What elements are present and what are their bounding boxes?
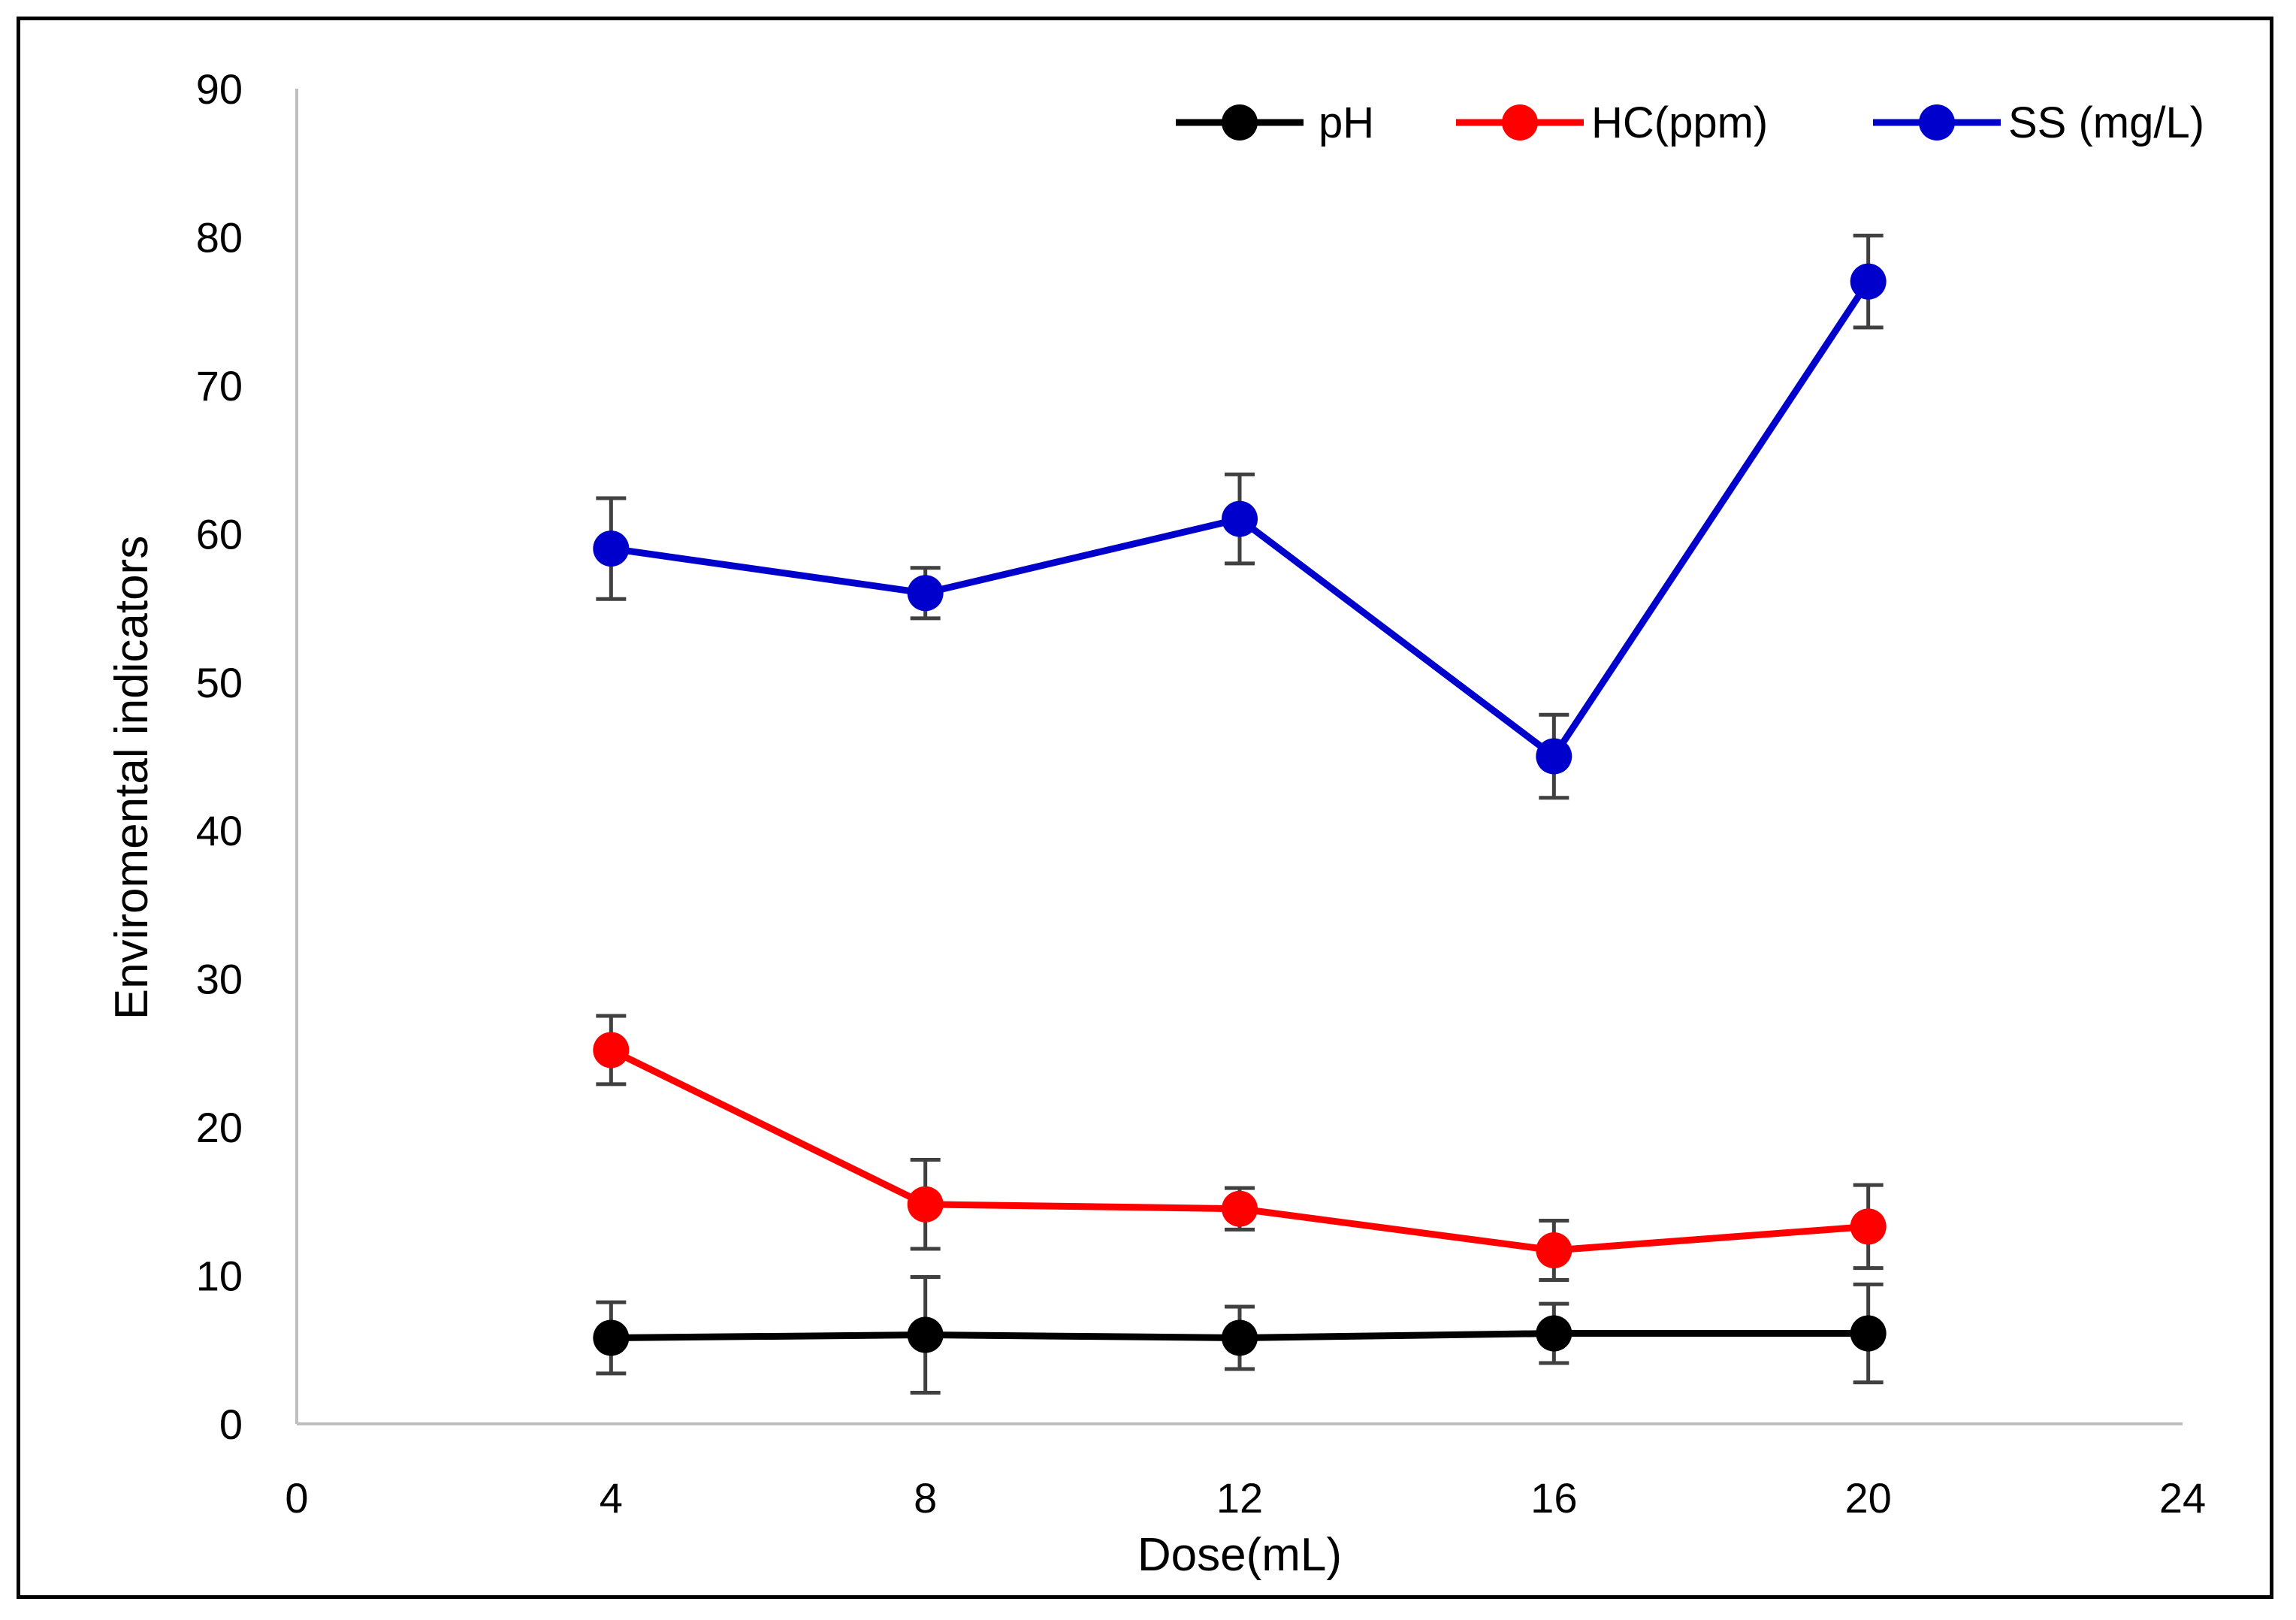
legend-marker	[1502, 104, 1538, 141]
legend-item: pH	[1176, 98, 1374, 147]
y-tick-label: 0	[219, 1401, 243, 1448]
data-point	[1536, 738, 1572, 775]
legend-label: pH	[1319, 98, 1374, 147]
y-tick-label: 60	[196, 510, 243, 558]
x-tick-label: 16	[1530, 1474, 1577, 1522]
y-tick-label: 20	[196, 1104, 243, 1151]
x-tick-label: 0	[285, 1474, 308, 1522]
data-point	[593, 1032, 630, 1068]
legend: pH HC(ppm) SS (mg/L)	[1176, 98, 2204, 147]
data-point	[907, 1316, 944, 1353]
x-tick-label: 12	[1216, 1474, 1263, 1522]
y-tick-label: 30	[196, 956, 243, 1003]
legend-item: SS (mg/L)	[1873, 98, 2204, 147]
x-axis-title: Dose(mL)	[1137, 1529, 1342, 1581]
data-point	[1536, 1232, 1572, 1268]
data-point	[1222, 1319, 1258, 1356]
data-point	[907, 575, 944, 612]
data-point	[907, 1186, 944, 1223]
x-tick-label: 20	[1845, 1474, 1892, 1522]
data-point	[1850, 1315, 1887, 1352]
data-point	[1850, 1208, 1887, 1245]
legend-label: SS (mg/L)	[2008, 98, 2204, 147]
axes: 0 10 20 30 40 50 60 70 80 90 0 4 8 12 16 20 24	[196, 65, 2206, 1522]
y-tick-label: 10	[196, 1253, 243, 1300]
data-point	[593, 530, 630, 567]
data-point	[1850, 263, 1887, 300]
y-tick-label: 70	[196, 362, 243, 410]
x-tick-label: 8	[914, 1474, 937, 1522]
series-lines	[609, 280, 1872, 1341]
data-point	[1222, 1190, 1258, 1227]
y-tick-label: 40	[196, 807, 243, 854]
x-tick-label: 24	[2159, 1474, 2206, 1522]
y-axis-title: Enviromental indicators	[106, 536, 158, 1020]
legend-item: HC(ppm)	[1456, 98, 1768, 147]
x-tick-label: 4	[600, 1474, 623, 1522]
data-markers	[593, 263, 1887, 1356]
legend-marker	[1222, 104, 1258, 141]
legend-label: HC(ppm)	[1591, 98, 1768, 147]
data-point	[1222, 500, 1258, 537]
y-tick-label: 80	[196, 213, 243, 261]
data-point	[593, 1319, 630, 1356]
legend-marker	[1919, 104, 1955, 141]
y-tick-label: 50	[196, 659, 243, 706]
y-tick-label: 90	[196, 65, 243, 113]
data-point	[1536, 1315, 1572, 1352]
